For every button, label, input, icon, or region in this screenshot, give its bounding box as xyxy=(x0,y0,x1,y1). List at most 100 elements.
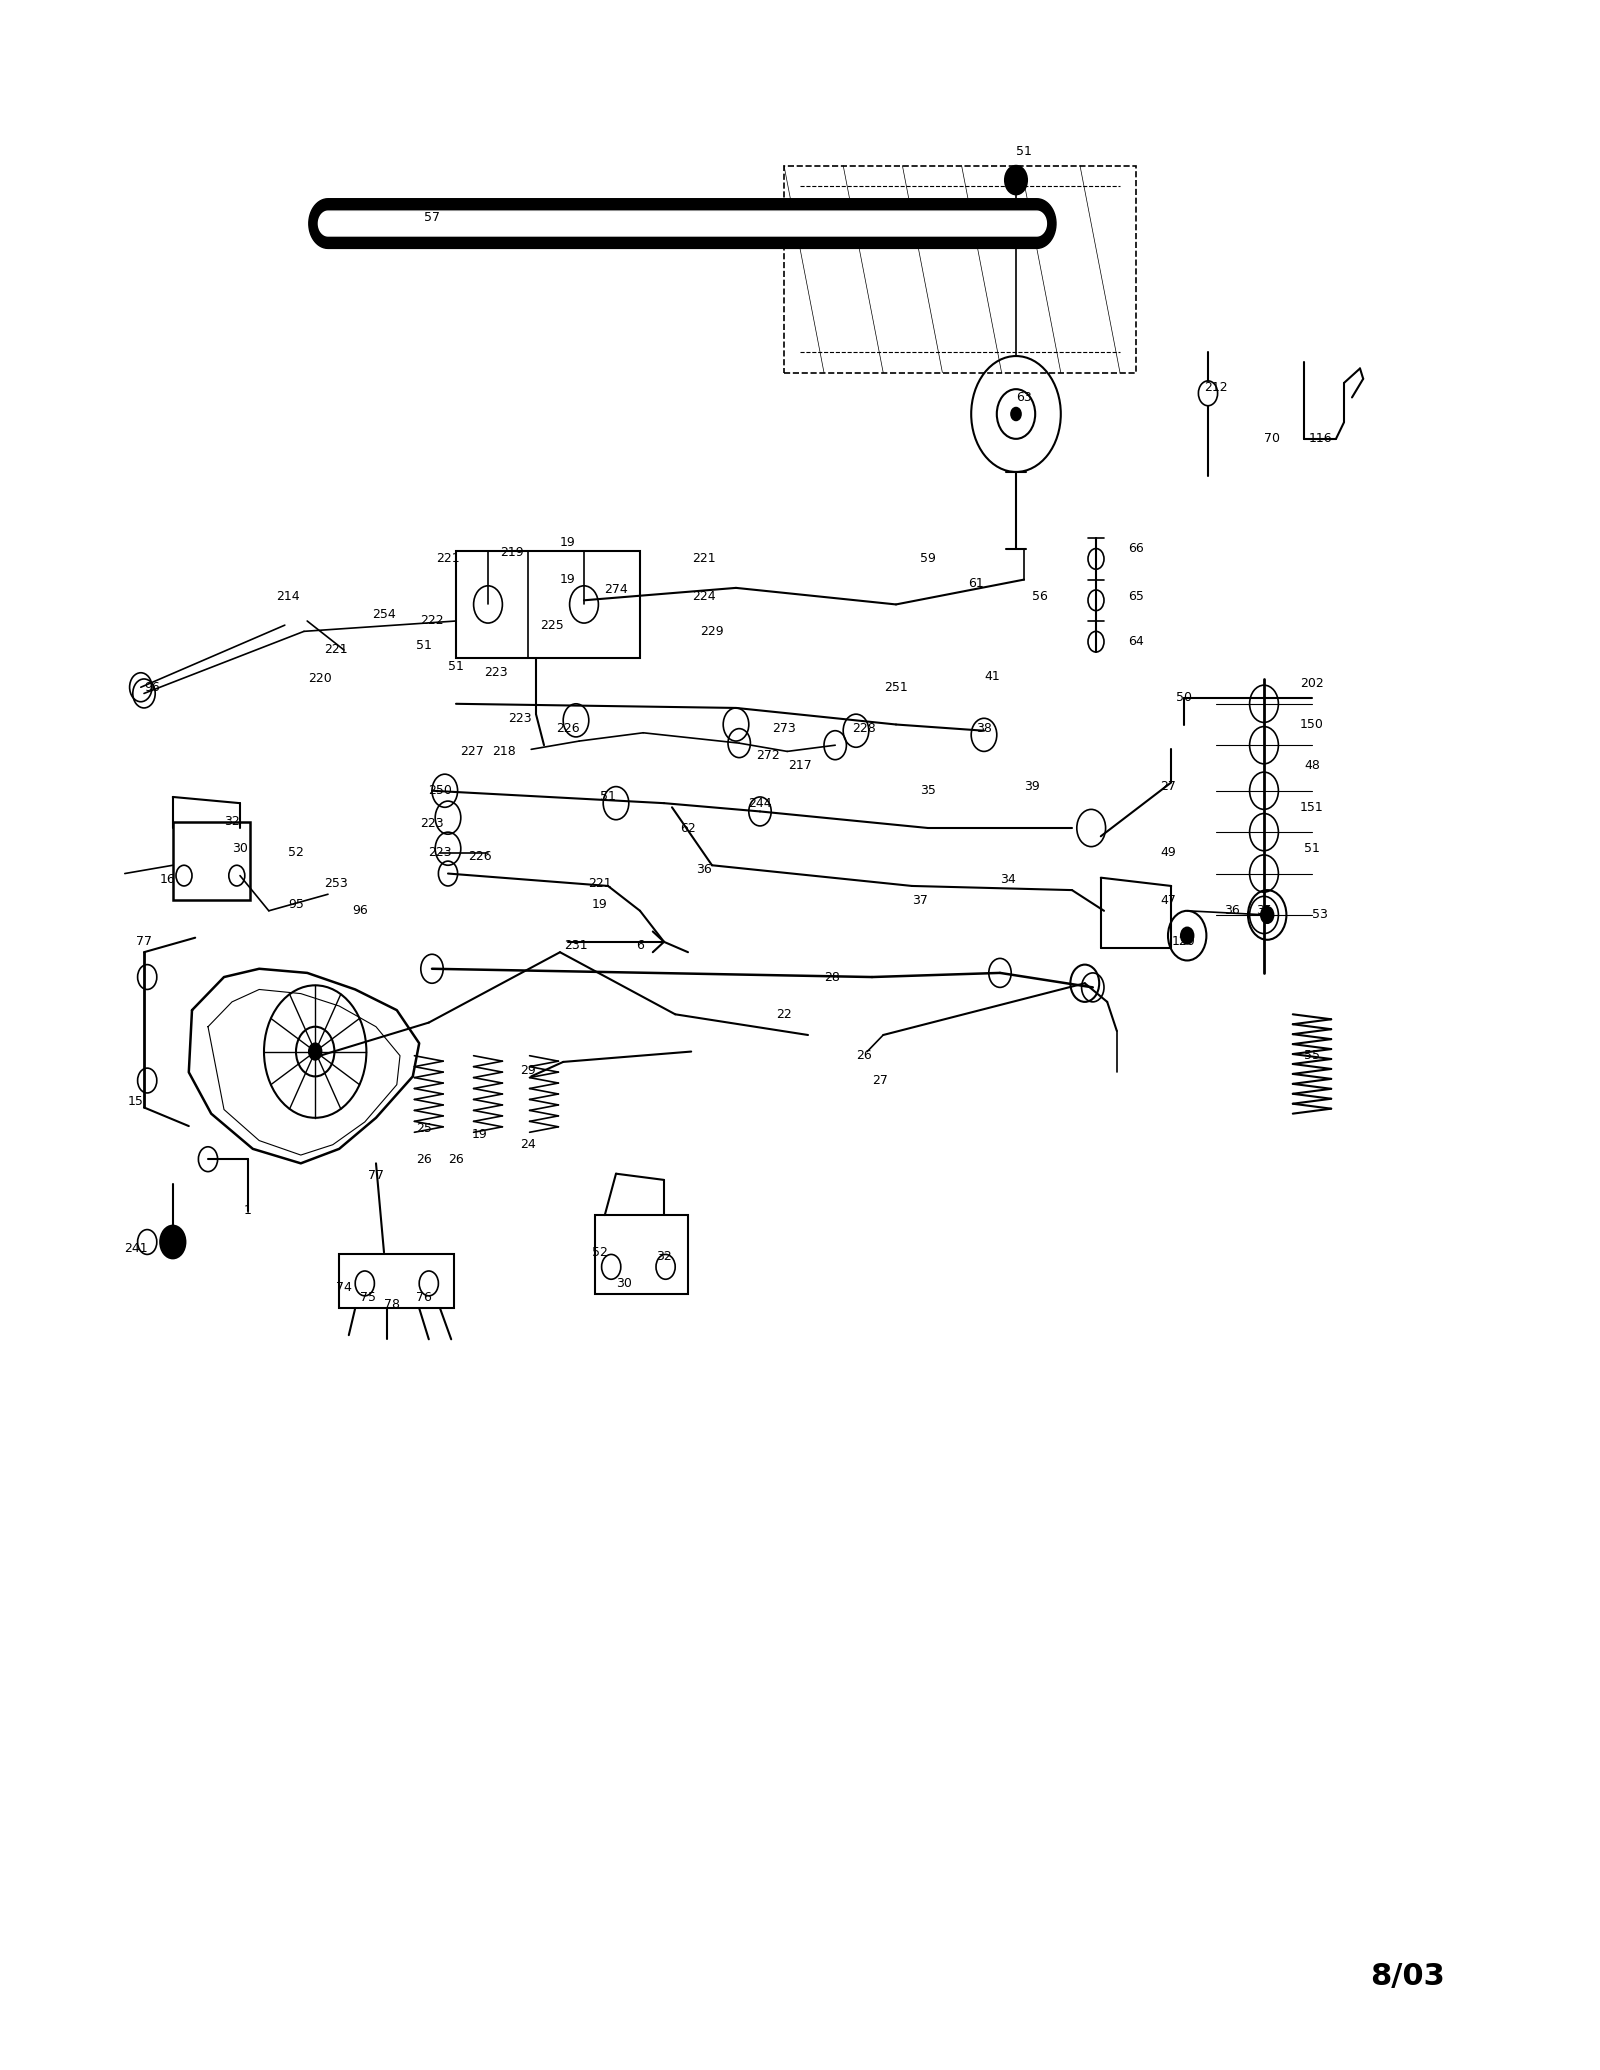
Text: 16: 16 xyxy=(160,874,176,886)
Text: 19: 19 xyxy=(592,898,608,911)
Text: 272: 272 xyxy=(757,749,779,762)
Text: 55: 55 xyxy=(1304,1049,1320,1062)
Text: 244: 244 xyxy=(749,797,771,809)
Circle shape xyxy=(160,1225,186,1259)
Text: 29: 29 xyxy=(520,1064,536,1076)
Text: 51: 51 xyxy=(1304,842,1320,855)
Text: 221: 221 xyxy=(437,553,459,565)
Circle shape xyxy=(1011,408,1021,420)
Text: 32: 32 xyxy=(656,1250,672,1263)
Text: 48: 48 xyxy=(1304,760,1320,772)
Bar xyxy=(595,1215,688,1294)
Circle shape xyxy=(1005,166,1027,195)
Text: 38: 38 xyxy=(976,722,992,735)
Text: 15: 15 xyxy=(128,1095,144,1107)
Text: 32: 32 xyxy=(224,816,240,828)
Text: 76: 76 xyxy=(416,1292,432,1304)
Text: 96: 96 xyxy=(144,681,160,693)
Text: 26: 26 xyxy=(448,1153,464,1165)
Text: 74: 74 xyxy=(336,1281,352,1294)
Bar xyxy=(784,166,1136,373)
Bar xyxy=(173,822,250,900)
Text: 65: 65 xyxy=(1128,590,1144,602)
Text: 36: 36 xyxy=(1224,905,1240,917)
Text: 63: 63 xyxy=(1016,391,1032,404)
Text: 95: 95 xyxy=(288,898,304,911)
Polygon shape xyxy=(318,211,1046,236)
Text: 34: 34 xyxy=(1000,874,1016,886)
Text: 51: 51 xyxy=(600,791,616,803)
Text: 229: 229 xyxy=(701,625,723,638)
Text: 19: 19 xyxy=(560,536,576,549)
Text: 28: 28 xyxy=(824,971,840,983)
Text: 274: 274 xyxy=(605,584,627,596)
Text: 250: 250 xyxy=(429,785,451,797)
Text: 30: 30 xyxy=(616,1277,632,1290)
Polygon shape xyxy=(309,199,1056,248)
Text: 51: 51 xyxy=(416,640,432,652)
Text: 22: 22 xyxy=(776,1008,792,1021)
Text: 24: 24 xyxy=(520,1138,536,1151)
Text: 77: 77 xyxy=(136,936,152,948)
Text: 273: 273 xyxy=(773,722,795,735)
Text: 212: 212 xyxy=(1205,381,1227,393)
Text: 52: 52 xyxy=(592,1246,608,1259)
Text: 219: 219 xyxy=(501,546,523,559)
Text: 223: 223 xyxy=(421,818,443,830)
Text: 218: 218 xyxy=(493,745,515,758)
Text: 52: 52 xyxy=(288,847,304,859)
Circle shape xyxy=(1261,907,1274,923)
Circle shape xyxy=(1181,927,1194,944)
Bar xyxy=(339,1254,454,1308)
Text: 50: 50 xyxy=(1176,691,1192,704)
Text: 223: 223 xyxy=(509,712,531,724)
Text: 70: 70 xyxy=(1264,433,1280,445)
Text: 77: 77 xyxy=(368,1170,384,1182)
Text: 226: 226 xyxy=(469,851,491,863)
Text: 35: 35 xyxy=(920,785,936,797)
Text: 223: 223 xyxy=(485,667,507,679)
Text: 8/03: 8/03 xyxy=(1371,1962,1445,1991)
Text: 57: 57 xyxy=(424,211,440,224)
Text: 41: 41 xyxy=(984,671,1000,683)
Text: 26: 26 xyxy=(856,1049,872,1062)
Text: 1: 1 xyxy=(245,1205,251,1217)
Text: 217: 217 xyxy=(789,760,811,772)
Text: 221: 221 xyxy=(589,878,611,890)
Text: 27: 27 xyxy=(1160,780,1176,793)
Text: 37: 37 xyxy=(912,894,928,907)
Text: 19: 19 xyxy=(472,1128,488,1141)
Text: 226: 226 xyxy=(557,722,579,735)
Text: 51: 51 xyxy=(448,660,464,673)
Text: 150: 150 xyxy=(1301,718,1323,731)
Text: 241: 241 xyxy=(125,1242,147,1254)
Text: 51: 51 xyxy=(1016,145,1032,157)
Text: 223: 223 xyxy=(429,847,451,859)
Text: 251: 251 xyxy=(885,681,907,693)
Text: 26: 26 xyxy=(416,1153,432,1165)
Text: 53: 53 xyxy=(1312,909,1328,921)
Text: 228: 228 xyxy=(853,722,875,735)
Text: 61: 61 xyxy=(968,578,984,590)
Text: 116: 116 xyxy=(1309,433,1331,445)
Text: 59: 59 xyxy=(920,553,936,565)
Text: 62: 62 xyxy=(680,822,696,834)
Text: 27: 27 xyxy=(872,1074,888,1087)
Text: 225: 225 xyxy=(541,619,563,631)
Text: 56: 56 xyxy=(1032,590,1048,602)
Text: 221: 221 xyxy=(693,553,715,565)
Text: 253: 253 xyxy=(325,878,347,890)
Text: 224: 224 xyxy=(693,590,715,602)
Text: 254: 254 xyxy=(373,609,395,621)
Text: 220: 220 xyxy=(309,673,331,685)
Text: 78: 78 xyxy=(384,1298,400,1310)
Text: 19: 19 xyxy=(560,573,576,586)
Text: 227: 227 xyxy=(461,745,483,758)
Text: 151: 151 xyxy=(1301,801,1323,814)
Text: 222: 222 xyxy=(421,615,443,627)
Text: 221: 221 xyxy=(325,644,347,656)
Text: 35: 35 xyxy=(1256,905,1272,917)
Text: 36: 36 xyxy=(696,863,712,876)
Text: 25: 25 xyxy=(416,1122,432,1134)
Text: 64: 64 xyxy=(1128,635,1144,648)
